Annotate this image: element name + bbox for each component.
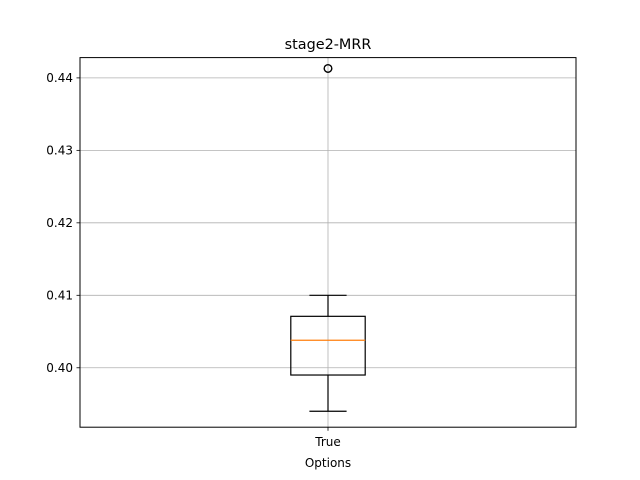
grid-lines [80, 57, 576, 428]
x-tick-label: True [314, 435, 341, 449]
y-tick-label: 0.41 [46, 288, 73, 302]
y-tick-label: 0.42 [46, 216, 73, 230]
axis-ticks: 0.40 0.41 0.42 0.43 0.44 True [46, 71, 340, 449]
y-tick-label: 0.40 [46, 361, 73, 375]
chart-title: stage2-MRR [285, 37, 372, 53]
y-tick-label: 0.43 [46, 143, 73, 157]
y-tick-label: 0.44 [46, 71, 73, 85]
outlier-point [323, 63, 333, 73]
iqr-box [290, 315, 366, 376]
box-group [290, 63, 366, 412]
box-series [290, 63, 366, 412]
x-axis-label: Options [305, 456, 351, 470]
